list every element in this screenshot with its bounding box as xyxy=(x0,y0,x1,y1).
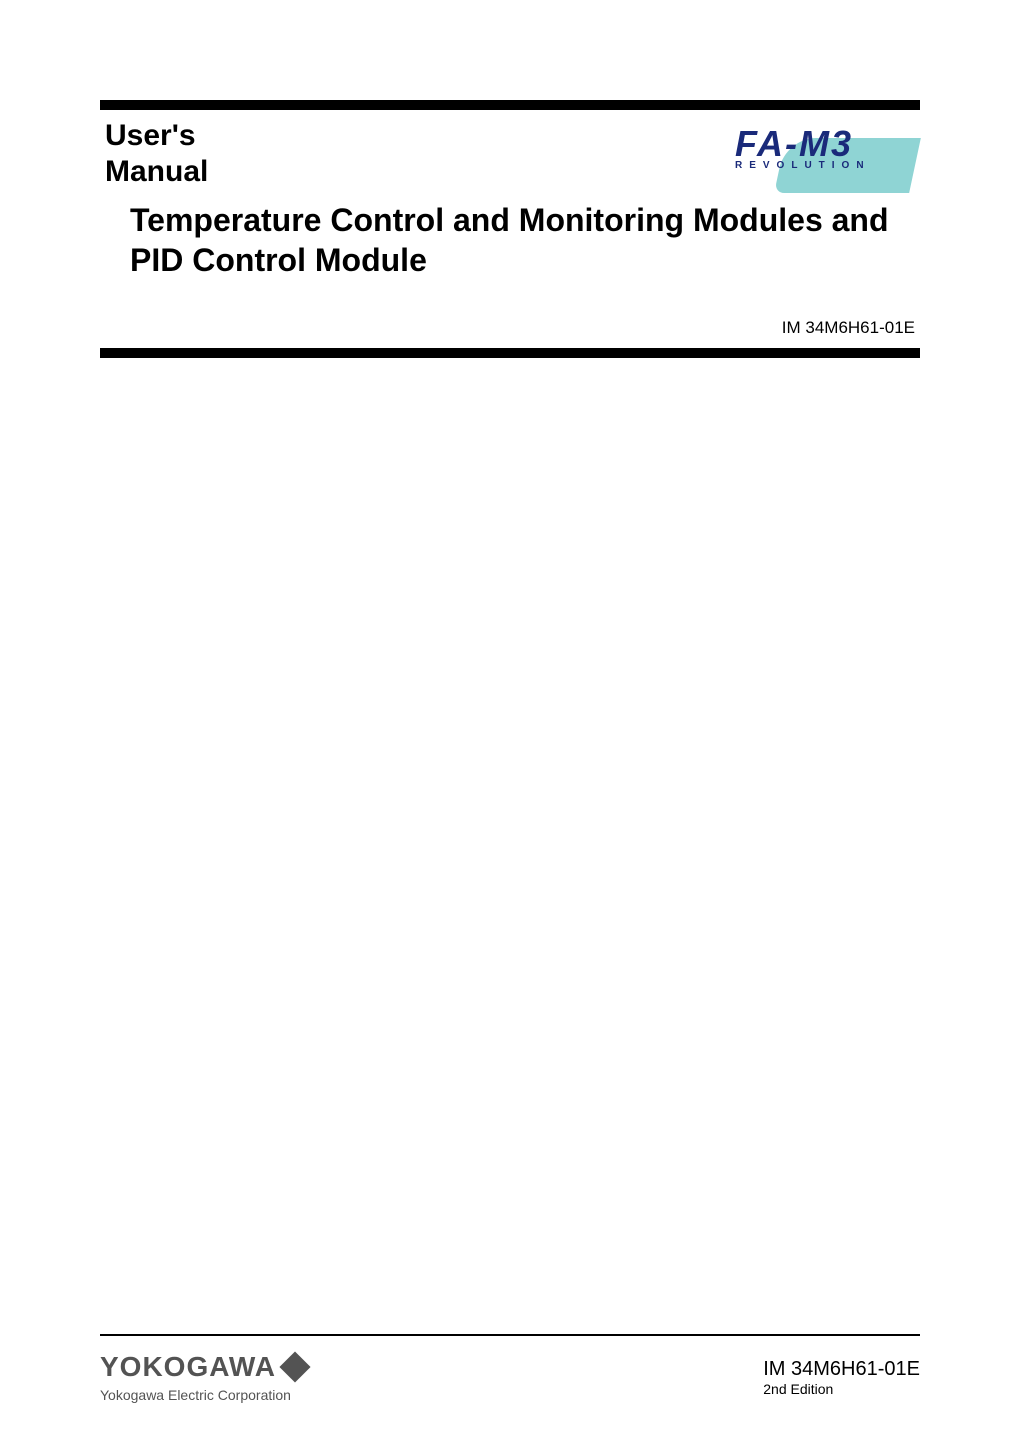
document-type-label: User's Manual xyxy=(105,118,208,190)
header-line-1: User's xyxy=(105,118,208,154)
logo-text-content: FA-M3 xyxy=(735,123,853,164)
bottom-header-bar xyxy=(100,348,920,358)
company-name: Yokogawa Electric Corporation xyxy=(100,1387,306,1403)
company-logo: YOKOGAWA xyxy=(100,1351,306,1383)
document-page: User's Manual FA-M3 REVOLUTION Temperatu… xyxy=(0,0,1020,1443)
content-spacer xyxy=(100,358,920,1334)
company-logo-text: YOKOGAWA xyxy=(100,1351,276,1383)
document-title: Temperature Control and Monitoring Modul… xyxy=(130,200,890,280)
top-header-bar xyxy=(100,100,920,110)
document-id-top: IM 34M6H61-01E xyxy=(100,318,920,338)
footer-doc-info: IM 34M6H61-01E 2nd Edition xyxy=(763,1358,920,1397)
document-id-bottom: IM 34M6H61-01E xyxy=(763,1358,920,1381)
header-row: User's Manual FA-M3 REVOLUTION xyxy=(100,118,920,190)
diamond-icon xyxy=(279,1351,310,1382)
logo-main-text: FA-M3 xyxy=(735,123,853,165)
header-line-2: Manual xyxy=(105,154,208,190)
logo-sub-text: REVOLUTION xyxy=(735,160,871,171)
product-logo: FA-M3 REVOLUTION xyxy=(715,118,915,188)
footer: YOKOGAWA Yokogawa Electric Corporation I… xyxy=(100,1334,920,1403)
title-section: Temperature Control and Monitoring Modul… xyxy=(100,190,920,280)
edition-label: 2nd Edition xyxy=(763,1381,833,1397)
footer-company: YOKOGAWA Yokogawa Electric Corporation xyxy=(100,1351,306,1403)
